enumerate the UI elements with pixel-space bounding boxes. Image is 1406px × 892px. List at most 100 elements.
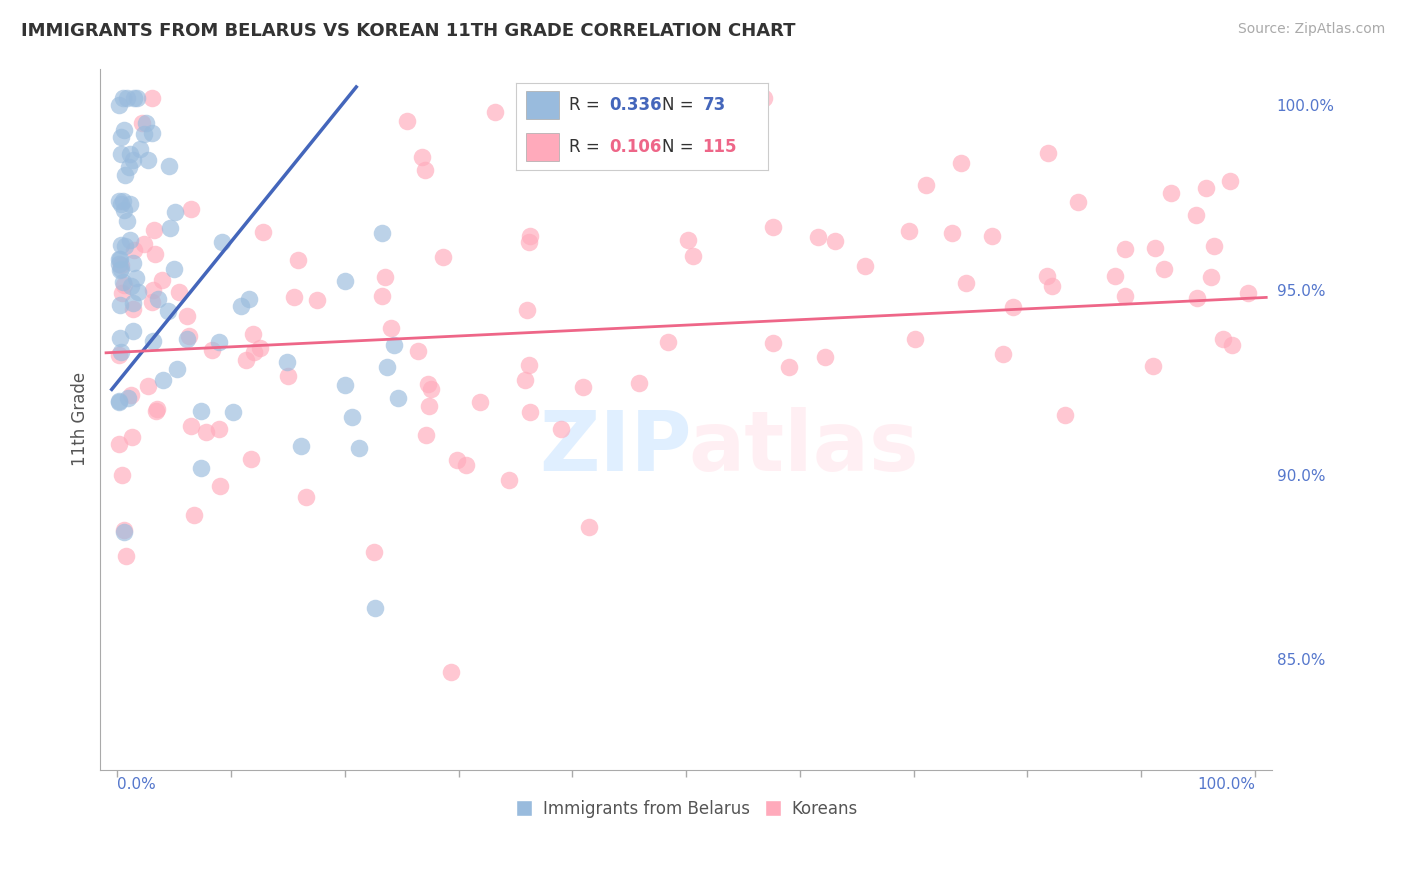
Point bbox=[513, 373, 536, 387]
Point bbox=[446, 453, 468, 467]
Point bbox=[136, 379, 159, 393]
Point bbox=[110, 147, 132, 161]
Point bbox=[110, 261, 132, 276]
Point bbox=[305, 293, 328, 307]
Point bbox=[440, 665, 463, 679]
Point bbox=[145, 247, 167, 261]
Point bbox=[824, 234, 846, 248]
Point bbox=[335, 378, 357, 392]
Point bbox=[498, 473, 520, 487]
Point bbox=[1212, 331, 1234, 345]
Point bbox=[572, 380, 595, 394]
Point bbox=[135, 116, 157, 130]
Point bbox=[110, 197, 132, 211]
Point bbox=[152, 373, 174, 387]
Point bbox=[159, 220, 181, 235]
Point bbox=[333, 275, 356, 289]
Point bbox=[1184, 208, 1206, 222]
Point bbox=[981, 229, 1004, 244]
Point bbox=[517, 235, 540, 250]
Point bbox=[941, 226, 963, 240]
Point bbox=[1067, 194, 1090, 209]
Point bbox=[142, 283, 165, 297]
Point bbox=[190, 403, 212, 417]
Point bbox=[406, 344, 429, 359]
Point bbox=[148, 292, 170, 306]
Point bbox=[141, 295, 163, 310]
Point bbox=[277, 369, 299, 384]
Point bbox=[243, 344, 266, 359]
Point bbox=[249, 341, 271, 355]
Point bbox=[120, 279, 142, 293]
Point bbox=[484, 104, 506, 119]
Point bbox=[1040, 278, 1063, 293]
Point bbox=[904, 332, 927, 346]
Text: 100.0%: 100.0% bbox=[1197, 778, 1254, 792]
Point bbox=[682, 249, 704, 263]
Point bbox=[132, 128, 155, 142]
Point bbox=[208, 334, 231, 349]
Point bbox=[1001, 300, 1024, 314]
Point bbox=[201, 343, 224, 357]
Text: atlas: atlas bbox=[688, 407, 918, 488]
Point bbox=[108, 194, 131, 208]
Point bbox=[283, 290, 305, 304]
Point bbox=[1185, 291, 1208, 305]
Point bbox=[112, 523, 135, 537]
Point bbox=[915, 178, 938, 192]
Point bbox=[454, 458, 477, 472]
Point bbox=[287, 252, 309, 267]
Point bbox=[347, 441, 370, 455]
Point bbox=[112, 525, 135, 540]
Point bbox=[110, 286, 132, 301]
Point bbox=[176, 332, 198, 346]
Point bbox=[110, 252, 132, 267]
Point bbox=[519, 228, 541, 243]
Point bbox=[295, 490, 318, 504]
Point bbox=[118, 160, 141, 174]
Point bbox=[107, 257, 129, 271]
Point bbox=[115, 549, 138, 564]
Point bbox=[111, 467, 134, 482]
Text: Source: ZipAtlas.com: Source: ZipAtlas.com bbox=[1237, 22, 1385, 37]
Point bbox=[1195, 180, 1218, 194]
Point bbox=[128, 142, 150, 156]
Point bbox=[991, 347, 1014, 361]
Point bbox=[276, 355, 298, 369]
Point bbox=[112, 123, 135, 137]
Point bbox=[115, 91, 138, 105]
Point bbox=[516, 303, 538, 318]
Point bbox=[395, 114, 418, 128]
Point bbox=[1036, 269, 1059, 284]
Point bbox=[112, 194, 135, 208]
Point bbox=[176, 310, 198, 324]
Point bbox=[371, 226, 394, 240]
Point bbox=[107, 393, 129, 408]
Point bbox=[125, 91, 148, 105]
Point bbox=[180, 419, 202, 434]
Point bbox=[157, 304, 180, 318]
Point bbox=[145, 404, 167, 418]
Point bbox=[120, 147, 142, 161]
Point bbox=[375, 359, 398, 374]
Point bbox=[142, 334, 165, 348]
Point bbox=[1219, 173, 1241, 187]
Point bbox=[229, 299, 252, 313]
Point bbox=[676, 233, 699, 247]
Point bbox=[141, 126, 163, 140]
Point bbox=[118, 196, 141, 211]
Point bbox=[363, 545, 385, 559]
Point bbox=[1036, 146, 1059, 161]
Point bbox=[418, 399, 440, 413]
Point bbox=[1153, 261, 1175, 276]
Point bbox=[364, 601, 387, 615]
Point bbox=[242, 326, 264, 341]
Point bbox=[1204, 239, 1226, 253]
Point bbox=[122, 302, 145, 317]
Point bbox=[110, 344, 132, 359]
Point bbox=[415, 427, 437, 442]
Point bbox=[122, 324, 145, 338]
Point bbox=[132, 237, 155, 252]
Point bbox=[141, 91, 163, 105]
Point bbox=[1160, 186, 1182, 200]
